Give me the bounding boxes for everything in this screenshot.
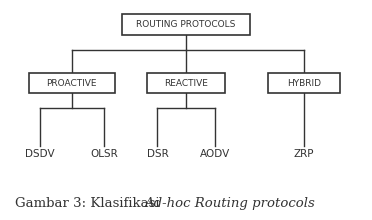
Text: ZRP: ZRP [294, 149, 314, 159]
Text: ROUTING PROTOCOLS: ROUTING PROTOCOLS [136, 20, 236, 29]
Text: DSDV: DSDV [25, 149, 54, 159]
Text: DSR: DSR [147, 149, 168, 159]
Text: Ad-hoc Routing protocols: Ad-hoc Routing protocols [144, 197, 315, 210]
FancyBboxPatch shape [147, 73, 225, 94]
Text: REACTIVE: REACTIVE [164, 79, 208, 88]
FancyBboxPatch shape [29, 73, 115, 94]
FancyBboxPatch shape [122, 15, 250, 35]
FancyBboxPatch shape [268, 73, 340, 94]
Text: Gambar 3: Klasifikasi: Gambar 3: Klasifikasi [15, 197, 163, 210]
Text: HYBRID: HYBRID [287, 79, 321, 88]
Text: OLSR: OLSR [90, 149, 118, 159]
Text: Gambar 3: Klasifikasi: Gambar 3: Klasifikasi [0, 219, 1, 220]
Text: PROACTIVE: PROACTIVE [46, 79, 97, 88]
Text: AODV: AODV [199, 149, 230, 159]
